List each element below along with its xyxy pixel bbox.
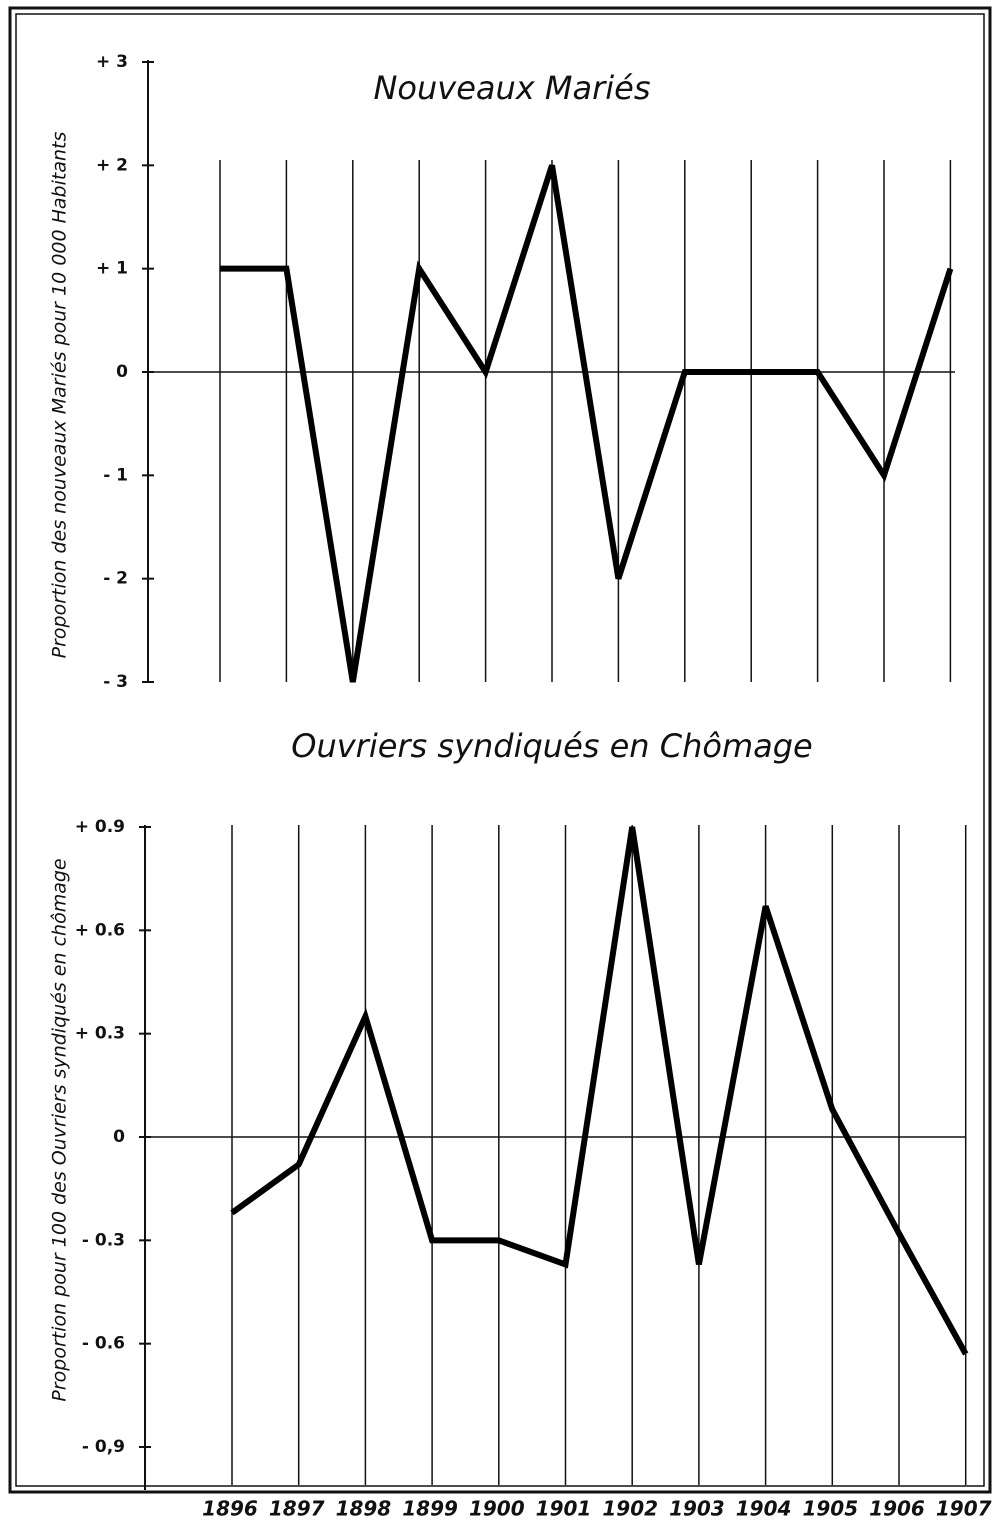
y-axis-label: Proportion pour 100 des Ouvriers syndiqu… [49,858,71,1401]
y-tick-label: - 0,9 [82,1437,125,1457]
y-tick-label: + 0.9 [75,817,125,837]
y-tick-label: + 1 [96,259,128,279]
x-tick-label: 1905 [802,1497,858,1521]
x-tick-label: 1897 [269,1497,325,1521]
y-tick-label: - 1 [103,465,128,485]
y-tick-label: + 0.3 [75,1024,125,1044]
x-tick-label: 1906 [869,1497,925,1521]
data-line [230,826,969,1356]
x-tick-label: 1904 [736,1497,792,1521]
chart-title: Ouvriers syndiqués en Chômage [291,727,812,765]
x-tick-label: 1901 [536,1497,592,1521]
x-tick-label: 1900 [469,1497,525,1521]
x-tick-label: 1903 [669,1497,725,1521]
y-axis-label: Proportion des nouveaux Mariés pour 10 0… [49,132,71,659]
y-tick-label: - 3 [103,672,128,692]
frame-outer [8,6,992,1494]
chart-title: Nouveaux Mariés [373,69,650,107]
x-tick-label: 1898 [336,1497,392,1521]
y-tick-label: + 0.6 [75,920,125,940]
x-tick-label: 1907 [936,1497,992,1521]
y-tick-label: + 3 [96,52,128,72]
y-tick-label: - 0.6 [82,1334,125,1354]
y-tick-label: 0 [113,1127,125,1147]
frame-inner [15,13,985,1487]
x-tick-label: 1899 [402,1497,458,1521]
y-tick-label: - 2 [103,569,128,589]
y-tick-label: + 2 [96,155,128,175]
x-tick-label: 1902 [602,1497,658,1521]
y-tick-label: - 0.3 [82,1230,125,1250]
x-tick-label: 1896 [202,1497,258,1521]
y-tick-label: 0 [116,362,128,382]
data-line [220,164,954,683]
